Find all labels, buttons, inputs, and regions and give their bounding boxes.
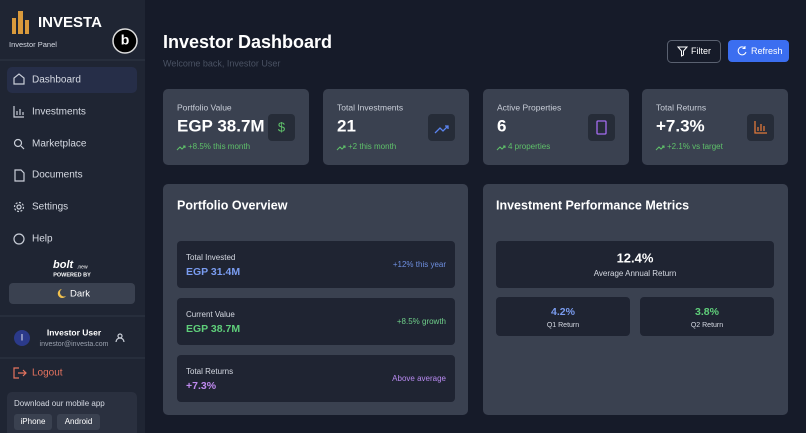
avatar-initial: I [21,332,24,342]
app-button-label: Android [65,417,93,426]
overview-item [177,355,455,402]
overview-item [177,298,455,345]
user-email: investor@investa.com [40,341,109,348]
nav-item[interactable]: Settings [32,202,68,213]
nav-active [7,67,137,93]
metric-value: 12.4% [617,250,654,265]
powered-label: POWERED BY [53,272,91,278]
refresh-button[interactable] [728,40,789,62]
app-button[interactable] [14,414,52,430]
trend-icon [655,145,665,151]
metric-box [496,297,630,336]
metric-label: Average Annual Return [594,269,677,278]
overview-label: Total Invested [186,253,235,262]
trend-icon [496,145,506,151]
theme-label: Dark [70,289,90,300]
filter-icon [676,46,689,57]
page-subtitle: Welcome back, Investor User [163,58,280,68]
logout[interactable]: Logout [32,368,63,379]
overview-value: EGP 38.7M [186,323,240,335]
app-button[interactable] [57,414,100,430]
panel-title: Portfolio Overview [177,198,288,212]
stat-icon-box [588,114,615,141]
stat-icon [434,125,449,134]
bolt-badge-letter: b [121,32,130,48]
stat-value: 6 [497,116,506,135]
overview-note: +8.5% growth [397,317,446,326]
refresh-label: Refresh [751,46,783,56]
stat-card [642,89,788,165]
nav-item[interactable]: Marketplace [32,139,87,150]
filter-label: Filter [691,46,711,56]
overview-value: EGP 31.4M [186,266,240,278]
stat-value: EGP 38.7M [177,116,265,135]
powered-logo: bolt [53,259,74,271]
brand: INVESTA [38,14,102,31]
stat-card [323,89,469,165]
stat-value: 21 [337,116,356,135]
nav-item[interactable]: Help [32,234,53,245]
sidebar [0,0,145,433]
metric-value: 4.2% [551,306,576,318]
stat-label: Total Returns [656,102,706,112]
app-button-label: iPhone [21,417,46,426]
stat-label: Portfolio Value [177,102,232,112]
moon-icon [57,289,66,298]
metric-label: Q1 Return [547,322,579,329]
logo-icon [12,11,29,34]
refresh-icon [737,46,747,56]
nav-item[interactable]: Dashboard [32,75,81,86]
nav-icons [13,73,25,245]
stat-label: Active Properties [497,102,561,112]
stat-icon-box [268,114,295,141]
stat-label: Total Investments [337,102,403,112]
metric-box [640,297,774,336]
nav-item[interactable]: Documents [32,170,83,181]
stat-change: +2.1% vs target [667,142,724,151]
page-title: Investor Dashboard [163,32,332,52]
stat-card [483,89,629,165]
user-icon [115,333,125,343]
overview-label: Current Value [186,310,235,319]
trend-icon [336,145,346,151]
metric-value: 3.8% [695,306,720,318]
panel-title: Investment Performance Metrics [496,198,689,212]
mobile-title: Download our mobile app [14,399,105,408]
overview-value: +7.3% [186,380,217,392]
stat-icon [596,120,607,135]
theme-button[interactable] [9,283,135,304]
logout-icon [13,367,27,379]
overview-item [177,241,455,288]
stat-value: +7.3% [656,116,705,135]
overview-note: Above average [392,374,446,383]
stat-icon [754,121,767,134]
bolt-badge[interactable] [112,28,138,54]
metric-label: Q2 Return [691,322,723,329]
brand-subtitle: Investor Panel [9,40,57,49]
stat-icon-box [428,114,455,141]
filter-button[interactable] [667,40,721,63]
avatar [14,330,30,346]
overview-note: +12% this year [393,260,446,269]
stat-change: +2 this month [348,142,396,151]
overview-label: Total Returns [186,367,233,376]
stat-change: 4 properties [508,142,550,151]
user-name: Investor User [47,327,102,337]
stat-change: +8.5% this month [188,142,250,151]
trend-icon [176,145,186,151]
powered-logo-suffix: .new [77,264,88,270]
stat-card [163,89,309,165]
nav-item[interactable]: Investments [32,107,86,118]
metric-box [496,241,774,288]
stat-icon: $ [278,119,286,134]
